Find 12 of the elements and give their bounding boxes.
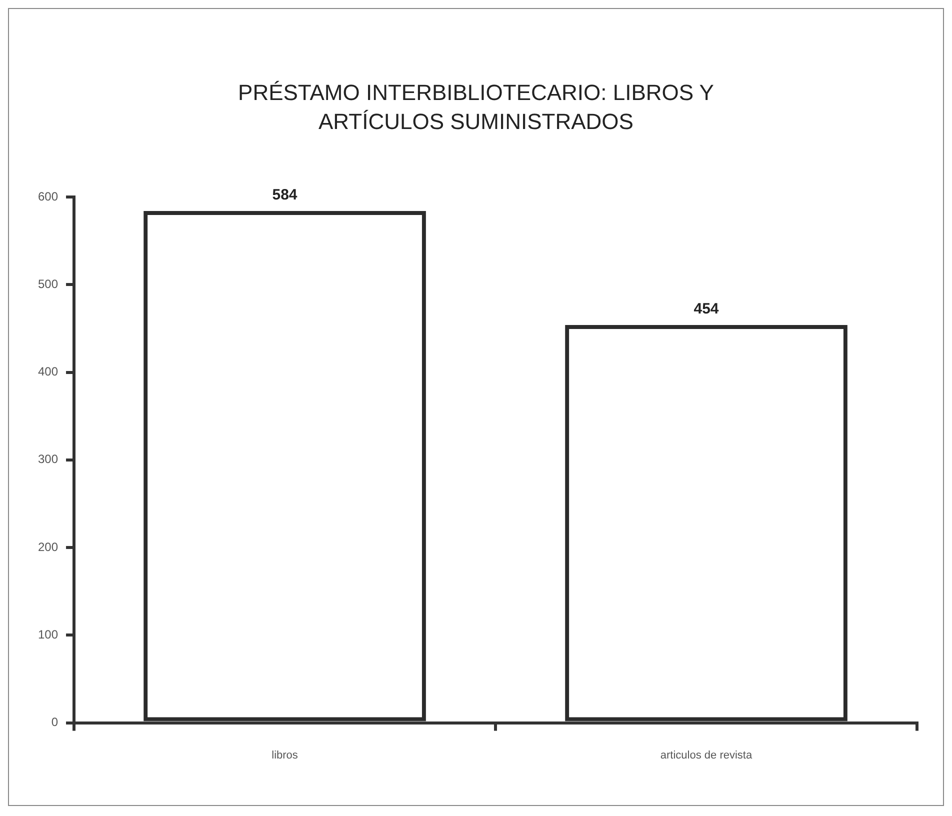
- y-tick-label: 400: [38, 364, 58, 379]
- y-tick-label: 300: [38, 452, 58, 466]
- x-tick-label: articulos de revista: [660, 749, 753, 762]
- y-tick-label: 0: [51, 715, 58, 730]
- y-tick-label: 200: [38, 540, 58, 554]
- chart-title: PRÉSTAMO INTERBIBLIOTECARIO: LIBROS Y ARTÍCULOS SUMINISTRADOS: [237, 79, 715, 136]
- y-tick-label: 600: [38, 189, 58, 204]
- y-tick-label: 100: [38, 627, 58, 642]
- x-tick-label: libros: [272, 749, 298, 762]
- y-tick-label: 500: [38, 276, 58, 291]
- data-label: 584: [272, 186, 298, 204]
- data-label: 454: [694, 300, 720, 318]
